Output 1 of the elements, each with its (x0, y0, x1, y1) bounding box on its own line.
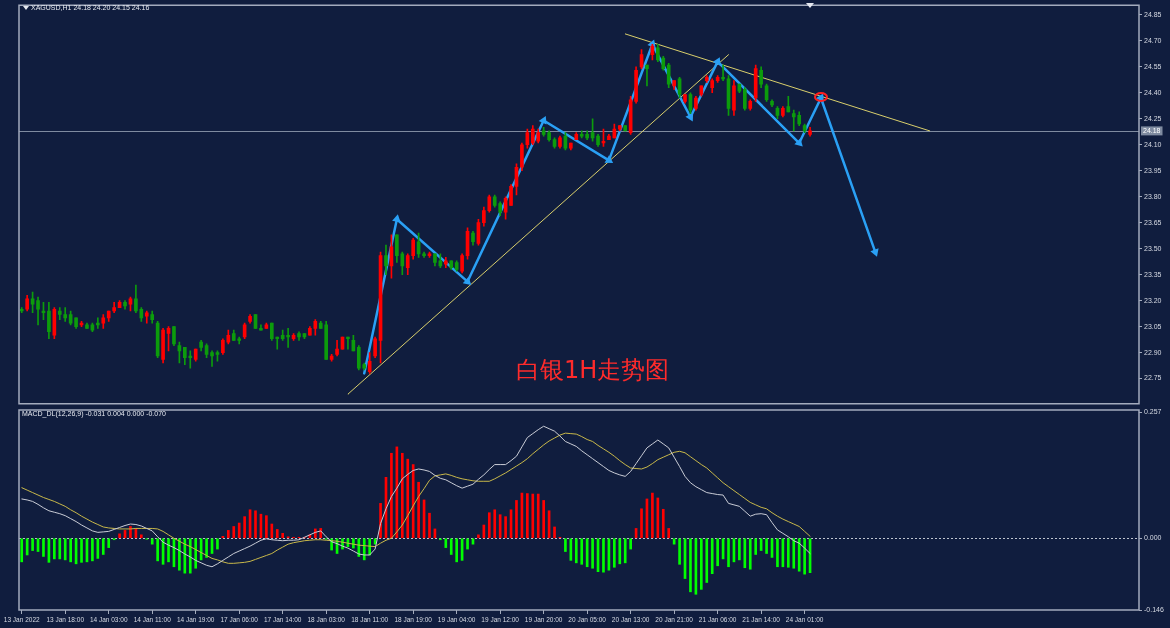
annotation: 白银1H走势图 (516, 356, 670, 384)
